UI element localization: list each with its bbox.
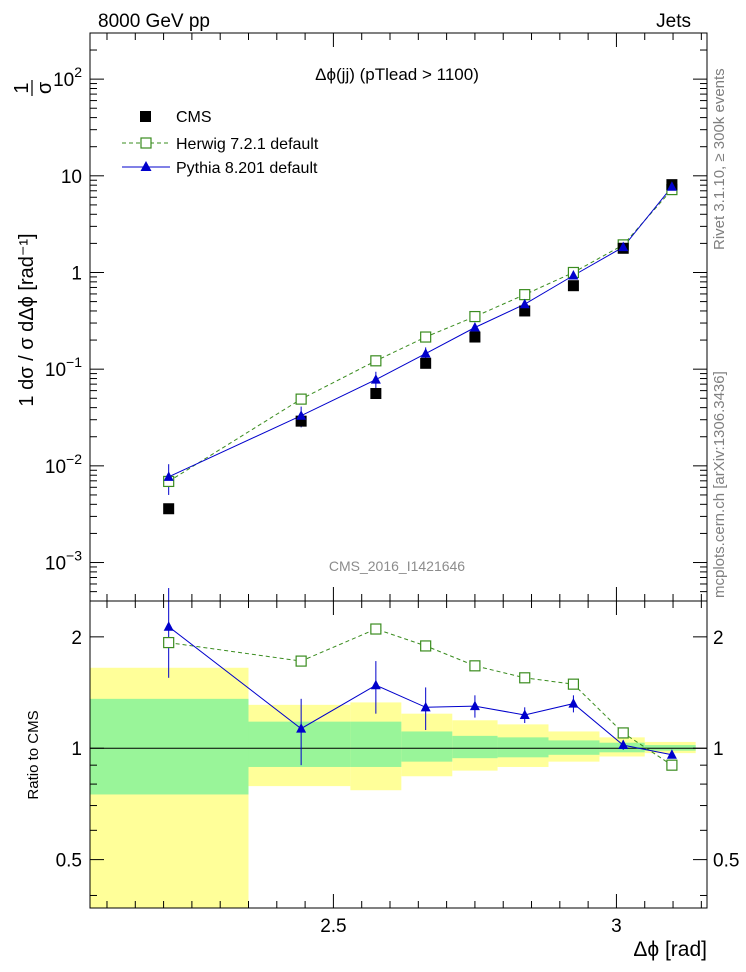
ratio-pythia-point	[163, 621, 174, 631]
pythia-point	[296, 410, 307, 420]
herwig-point	[295, 393, 307, 405]
main-y-tick-label: 10−2	[45, 451, 82, 478]
x-axis-label: Δϕ [rad]	[633, 938, 707, 961]
legend-herwig-marker	[140, 137, 152, 149]
ratio-pythia-point	[666, 749, 677, 759]
ratio-y-tick-label-right: 1	[713, 739, 724, 760]
herwig-line	[168, 189, 673, 482]
main-y-tick-label: 1	[71, 263, 82, 284]
ratio-y-label: Ratio to CMS	[25, 710, 42, 799]
legend: CMS Herwig 7.2.1 default Pythia 8.201 de…	[122, 109, 319, 177]
ratio-pythia-point	[568, 698, 579, 708]
cms-point	[420, 357, 432, 369]
cms-point	[163, 503, 175, 515]
ratio-y-tick-label: 2	[71, 628, 82, 649]
ratio-herwig-point	[519, 672, 531, 684]
pythia-point	[568, 270, 579, 280]
main-y-axis-label: 1 σ	[11, 80, 56, 96]
main-y-tick-label: 10−1	[45, 354, 82, 381]
header-left: 8000 GeV pp	[98, 11, 210, 32]
legend-pythia-label: Pythia 8.201 default	[176, 160, 318, 177]
ratio-y-tick-label: 1	[71, 739, 82, 760]
ratio-band-inner	[401, 731, 453, 762]
ratio-herwig-point	[420, 640, 432, 652]
ratio-herwig-point	[666, 759, 678, 771]
main-plot-area	[163, 179, 678, 515]
cms-point	[370, 388, 382, 400]
watermark: CMS_2016_I1421646	[329, 558, 465, 574]
ratio-band-inner	[350, 721, 402, 767]
cms-point	[469, 331, 481, 343]
ratio-y-tick-label-right: 2	[713, 628, 724, 649]
ratio-band-inner	[497, 737, 549, 758]
ratio-pythia-point	[519, 709, 530, 719]
ratio-pythia-point	[420, 701, 431, 712]
pythia-point	[469, 321, 480, 332]
ratio-pythia-point	[469, 700, 480, 711]
plot-title: Δϕ(jj) (pTlead > 1100)	[315, 65, 479, 84]
herwig-point	[370, 355, 382, 367]
x-tick-label: 2.5	[320, 916, 346, 937]
cms-point	[295, 415, 307, 427]
legend-herwig-label: Herwig 7.2.1 default	[176, 136, 319, 153]
ratio-herwig-point	[370, 623, 382, 635]
ratio-y-tick-label-right: 0.5	[713, 851, 739, 872]
pythia-point	[163, 471, 174, 481]
ratio-herwig-point	[469, 660, 481, 672]
cms-point	[519, 305, 531, 317]
herwig-point	[469, 310, 481, 323]
x-tick-label: 3	[611, 916, 622, 937]
ratio-pythia-point	[296, 723, 307, 733]
pythia-point	[666, 181, 677, 191]
ratio-band-inner	[548, 740, 600, 755]
main-y-tick-label: 10−3	[45, 548, 82, 575]
ratio-y-tick-label: 0.5	[56, 851, 82, 872]
ratio-plot-area	[90, 588, 707, 771]
pythia-point	[370, 374, 381, 384]
ratio-herwig-point	[617, 727, 629, 739]
svg-text:σ: σ	[34, 81, 56, 94]
main-y-tick-label: 10	[61, 167, 82, 188]
ratio-frame	[89, 600, 708, 909]
herwig-point	[420, 331, 432, 343]
pythia-point	[519, 298, 530, 309]
legend-pythia-marker	[140, 161, 152, 171]
ratio-herwig-point	[567, 678, 580, 690]
ratio-herwig-point	[163, 636, 175, 649]
ratio-pythia-point	[370, 679, 381, 690]
svg-text:1: 1	[11, 82, 33, 93]
legend-cms-marker	[140, 111, 151, 122]
ratio-band-inner	[90, 698, 249, 795]
ratio-uncertainty-bands	[90, 667, 696, 908]
rivet-side-text: Rivet 3.1.10, ≥ 300k events	[711, 68, 728, 250]
main-y-label: 1 dσ / σ dΔϕ [rad⁻¹]	[16, 233, 38, 406]
main-y-tick-label: 102	[53, 64, 82, 91]
herwig-point	[519, 289, 531, 301]
mcplots-side-text: mcplots.cern.ch [arXiv:1306.3436]	[711, 371, 728, 598]
legend-cms-label: CMS	[176, 109, 212, 126]
ratio-pythia-point	[618, 739, 629, 750]
ratio-band-inner	[452, 735, 498, 759]
pythia-point	[420, 348, 431, 358]
pythia-point	[618, 241, 629, 252]
ratio-herwig-point	[295, 655, 307, 667]
header-right: Jets	[656, 11, 691, 32]
cms-point	[567, 280, 579, 292]
